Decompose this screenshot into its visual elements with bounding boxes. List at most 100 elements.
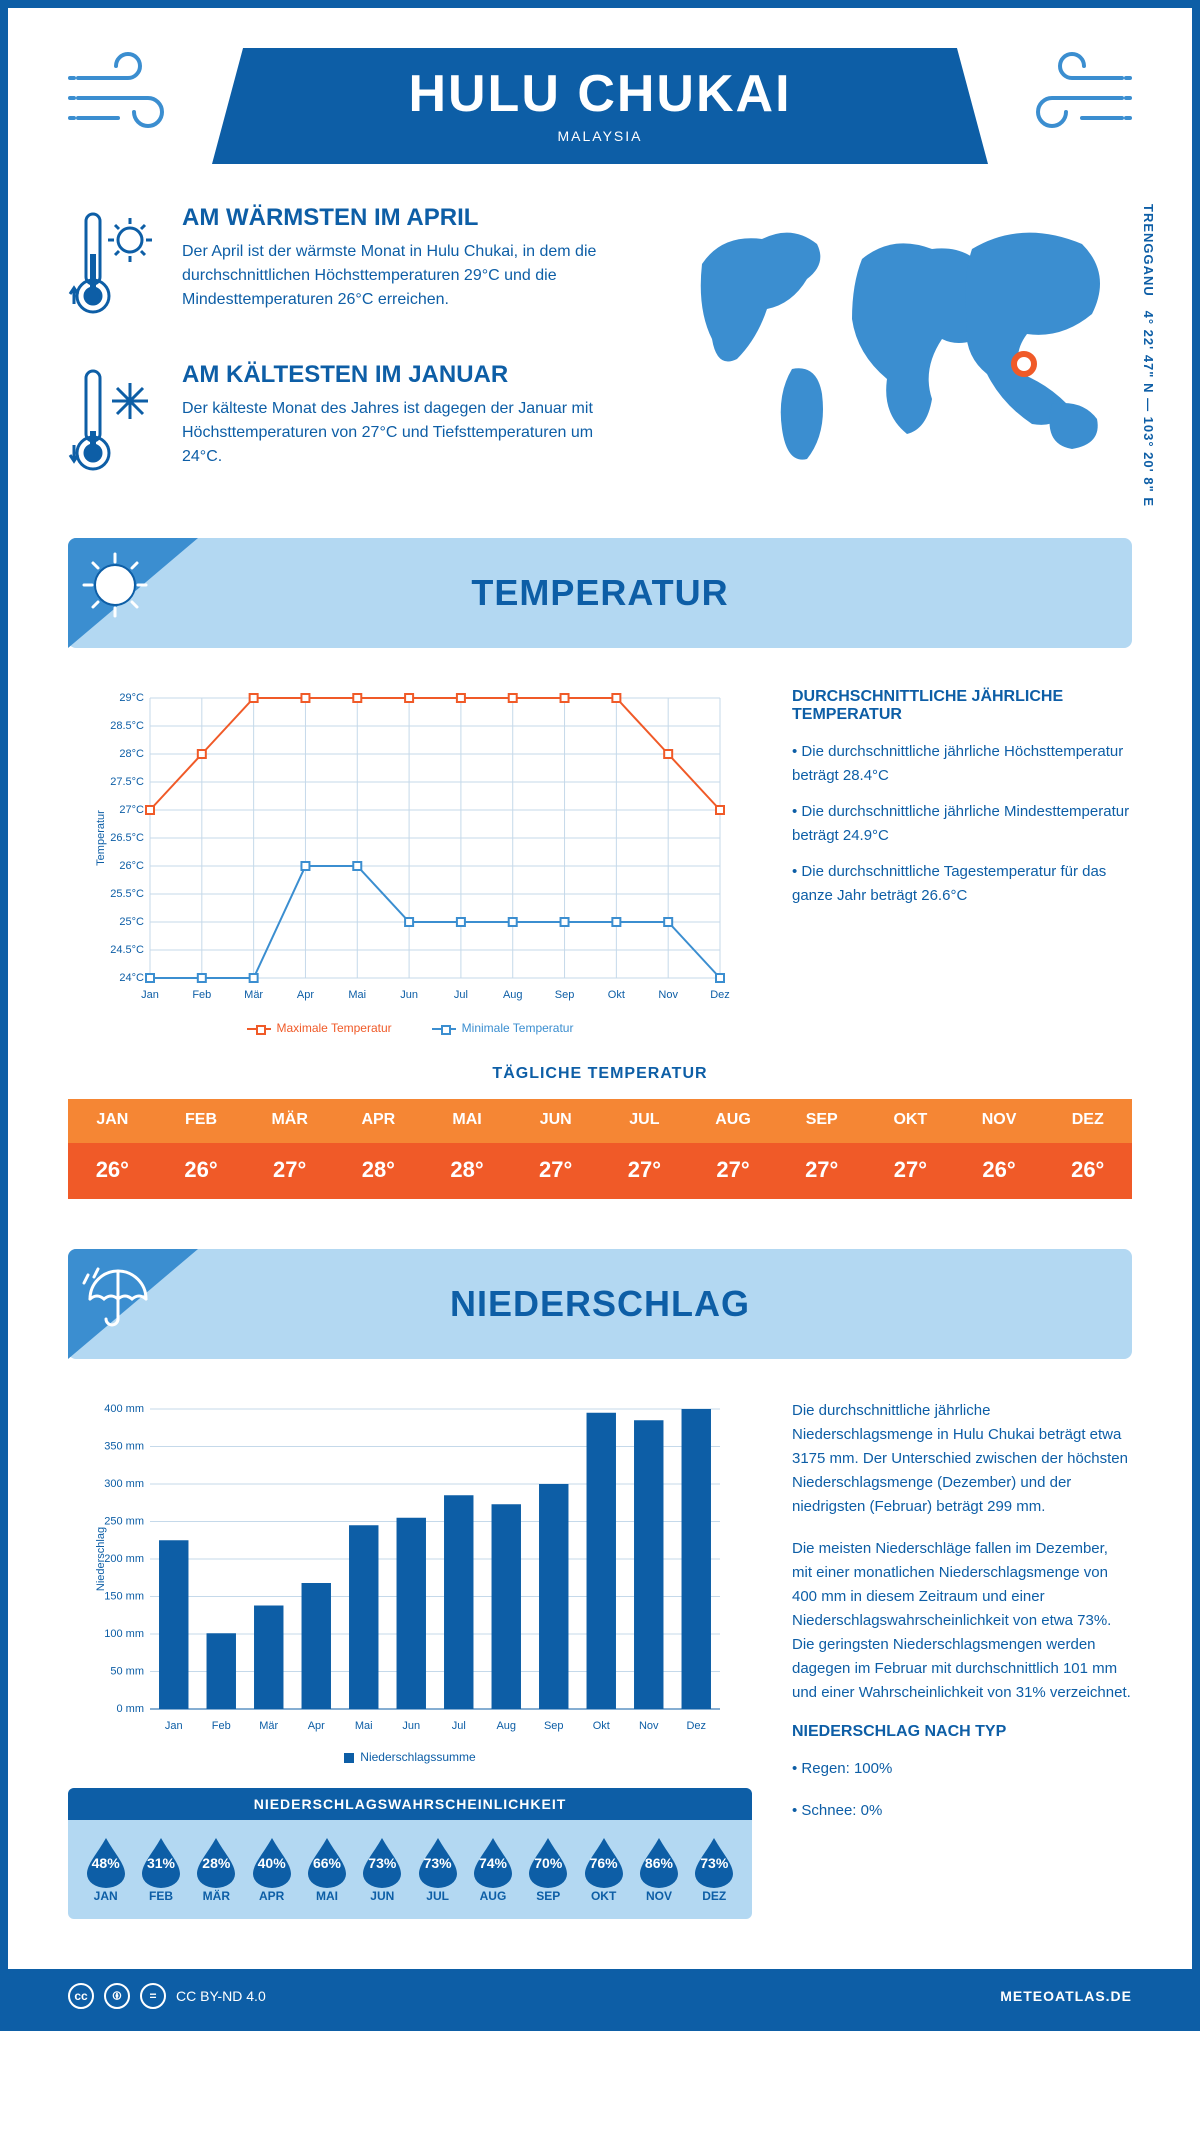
- warmest-title: AM WÄRMSTEN IM APRIL: [182, 204, 632, 232]
- temperature-line-chart: 24°C24.5°C25°C25.5°C26°C26.5°C27°C27.5°C…: [68, 688, 752, 1008]
- daily-temp-value: 27°: [689, 1143, 778, 1199]
- daily-temp-value: 26°: [157, 1143, 246, 1199]
- country-subtitle: MALAYSIA: [212, 128, 988, 144]
- precipitation-legend: Niederschlagssumme: [68, 1750, 752, 1764]
- svg-text:Okt: Okt: [593, 1720, 610, 1732]
- svg-text:Nov: Nov: [639, 1720, 659, 1732]
- temperature-chart-row: 24°C24.5°C25°C25.5°C26°C26.5°C27°C27.5°C…: [68, 688, 1132, 1035]
- svg-text:28°C: 28°C: [119, 748, 144, 760]
- coldest-fact: AM KÄLTESTEN IM JANUAR Der kälteste Mona…: [68, 361, 632, 486]
- daily-temp-table: JANFEBMÄRAPRMAIJUNJULAUGSEPOKTNOVDEZ 26°…: [68, 1099, 1132, 1199]
- daily-month-header: JUN: [511, 1099, 600, 1143]
- location-marker-icon: [1014, 354, 1034, 374]
- prob-cell: 73% JUN: [357, 1836, 408, 1903]
- license-text: CC BY-ND 4.0: [176, 1988, 266, 2004]
- daily-temp-value: 27°: [600, 1143, 689, 1199]
- daily-temp-title: TÄGLICHE TEMPERATUR: [68, 1065, 1132, 1083]
- svg-text:28.5°C: 28.5°C: [110, 720, 144, 732]
- svg-text:Dez: Dez: [710, 989, 730, 1001]
- daily-month-header: AUG: [689, 1099, 778, 1143]
- daily-temp-value: 27°: [511, 1143, 600, 1199]
- prob-cell: 28% MÄR: [191, 1836, 242, 1903]
- temperature-legend: Maximale Temperatur Minimale Temperatur: [68, 1021, 752, 1035]
- svg-text:Temperatur: Temperatur: [95, 810, 107, 866]
- svg-text:Aug: Aug: [503, 989, 523, 1001]
- daily-month-header: JAN: [68, 1099, 157, 1143]
- svg-text:Nov: Nov: [658, 989, 678, 1001]
- prob-cell: 74% AUG: [467, 1836, 518, 1903]
- precipitation-title: NIEDERSCHLAG: [450, 1283, 750, 1325]
- daily-month-header: FEB: [157, 1099, 246, 1143]
- nd-icon: =: [140, 1983, 166, 2009]
- svg-text:200 mm: 200 mm: [104, 1553, 144, 1565]
- svg-text:300 mm: 300 mm: [104, 1478, 144, 1490]
- svg-text:Jan: Jan: [141, 989, 159, 1001]
- temperature-banner: TEMPERATUR: [68, 538, 1132, 648]
- daily-temp-value: 28°: [334, 1143, 423, 1199]
- temperature-title: TEMPERATUR: [471, 572, 728, 614]
- daily-month-header: DEZ: [1043, 1099, 1132, 1143]
- svg-text:0 mm: 0 mm: [117, 1703, 145, 1715]
- daily-temp-value: 26°: [68, 1143, 157, 1199]
- prob-cell: 31% FEB: [135, 1836, 186, 1903]
- svg-text:24°C: 24°C: [119, 972, 144, 984]
- daily-month-header: MAI: [423, 1099, 512, 1143]
- umbrella-icon: [80, 1261, 150, 1336]
- daily-month-header: SEP: [777, 1099, 866, 1143]
- coldest-title: AM KÄLTESTEN IM JANUAR: [182, 361, 632, 389]
- svg-text:Mär: Mär: [244, 989, 263, 1001]
- daily-temp-value: 27°: [245, 1143, 334, 1199]
- svg-text:Sep: Sep: [555, 989, 575, 1001]
- daily-month-header: APR: [334, 1099, 423, 1143]
- by-icon: 🅯: [104, 1983, 130, 2009]
- daily-month-header: MÄR: [245, 1099, 334, 1143]
- footer: cc 🅯 = CC BY-ND 4.0 METEOATLAS.DE: [8, 1969, 1192, 2023]
- svg-text:26°C: 26°C: [119, 860, 144, 872]
- coldest-text: Der kälteste Monat des Jahres ist dagege…: [182, 397, 632, 469]
- svg-text:400 mm: 400 mm: [104, 1403, 144, 1415]
- svg-text:Jun: Jun: [400, 989, 418, 1001]
- svg-text:Jul: Jul: [452, 1720, 466, 1732]
- svg-text:Aug: Aug: [496, 1720, 516, 1732]
- prob-cell: 76% OKT: [578, 1836, 629, 1903]
- brand-text: METEOATLAS.DE: [1000, 1988, 1132, 2004]
- thermometer-snow-icon: [68, 361, 158, 486]
- svg-text:Mai: Mai: [348, 989, 366, 1001]
- svg-text:25°C: 25°C: [119, 916, 144, 928]
- sun-icon: [80, 550, 150, 625]
- svg-text:Feb: Feb: [212, 1720, 231, 1732]
- daily-temp-value: 26°: [1043, 1143, 1132, 1199]
- svg-text:27.5°C: 27.5°C: [110, 776, 144, 788]
- precipitation-bar-chart: 0 mm50 mm100 mm150 mm200 mm250 mm300 mm3…: [68, 1399, 752, 1739]
- prob-cell: 48% JAN: [80, 1836, 131, 1903]
- svg-text:350 mm: 350 mm: [104, 1441, 144, 1453]
- warmest-fact: AM WÄRMSTEN IM APRIL Der April ist der w…: [68, 204, 632, 329]
- svg-text:25.5°C: 25.5°C: [110, 888, 144, 900]
- precipitation-summary: Die durchschnittliche jährliche Niedersc…: [792, 1399, 1132, 1919]
- svg-text:24.5°C: 24.5°C: [110, 944, 144, 956]
- location-title: HULU CHUKAI: [212, 64, 988, 124]
- coordinates: TRENGGANU 4° 22' 47" N — 103° 20' 8" E: [1141, 204, 1156, 518]
- daily-temp-value: 27°: [866, 1143, 955, 1199]
- daily-temp-value: 27°: [777, 1143, 866, 1199]
- svg-text:50 mm: 50 mm: [110, 1666, 144, 1678]
- cc-icon: cc: [68, 1983, 94, 2009]
- svg-text:100 mm: 100 mm: [104, 1628, 144, 1640]
- prob-cell: 73% DEZ: [689, 1836, 740, 1903]
- daily-temp-value: 26°: [955, 1143, 1044, 1199]
- svg-text:Niederschlag: Niederschlag: [95, 1527, 107, 1591]
- license-badges: cc 🅯 = CC BY-ND 4.0: [68, 1983, 266, 2009]
- temperature-summary: DURCHSCHNITTLICHE JÄHRLICHE TEMPERATUR D…: [792, 688, 1132, 1035]
- svg-text:27°C: 27°C: [119, 804, 144, 816]
- svg-text:Jun: Jun: [402, 1720, 420, 1732]
- svg-text:Apr: Apr: [297, 989, 314, 1001]
- prob-cell: 70% SEP: [523, 1836, 574, 1903]
- daily-temp-value: 28°: [423, 1143, 512, 1199]
- svg-text:Mai: Mai: [355, 1720, 373, 1732]
- precip-probability-strip: NIEDERSCHLAGSWAHRSCHEINLICHKEIT 48% JAN …: [68, 1788, 752, 1919]
- wind-icon-left: [68, 48, 188, 143]
- prob-cell: 86% NOV: [633, 1836, 684, 1903]
- svg-text:Feb: Feb: [192, 989, 211, 1001]
- title-banner: HULU CHUKAI MALAYSIA: [212, 48, 988, 164]
- svg-text:29°C: 29°C: [119, 692, 144, 704]
